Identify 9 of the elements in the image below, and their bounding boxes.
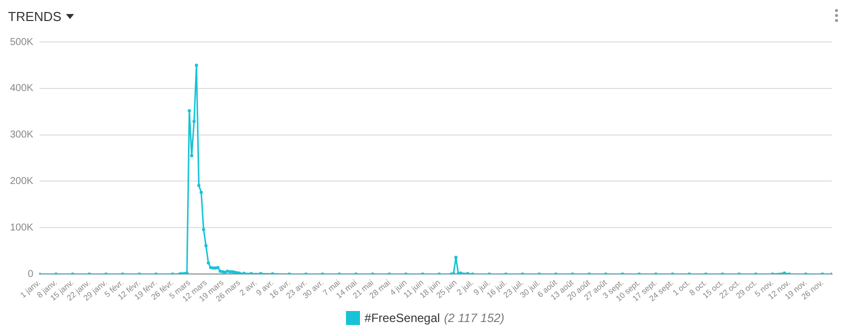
y-tick-label: 100K: [10, 222, 34, 234]
legend-label: #FreeSenegal: [364, 311, 440, 325]
y-tick-label: 0: [28, 268, 34, 280]
chart-title: TRENDS: [8, 8, 62, 24]
y-tick-label: 200K: [10, 176, 34, 187]
text: (2 117 152): [444, 311, 504, 325]
y-tick-label: 300K: [10, 130, 34, 141]
y-tick-label: 500K: [10, 36, 34, 48]
y-tick-label: 400K: [10, 83, 34, 94]
